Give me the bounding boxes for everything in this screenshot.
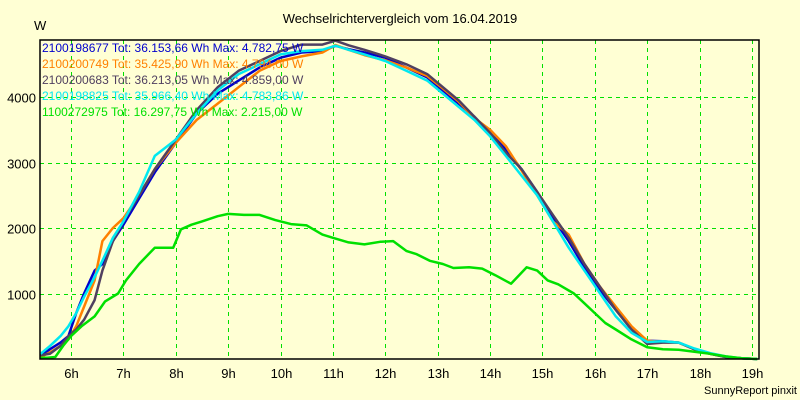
footer-credit: SunnyReport pinxit xyxy=(704,385,797,397)
series-line-1100272975 xyxy=(40,212,758,361)
series-layer xyxy=(39,39,758,361)
x-tick-label: 13h xyxy=(428,366,450,381)
y-tick-label: 2000 xyxy=(7,222,36,237)
legend-entry: 2100198677 Tot: 36.153,66 Wh Max: 4.782,… xyxy=(42,41,304,55)
x-tick-label: 11h xyxy=(323,366,344,381)
x-tick-label: 6h xyxy=(64,366,78,381)
x-tick-label: 12h xyxy=(375,366,397,381)
x-tick-label: 9h xyxy=(221,366,235,381)
plot-frame xyxy=(39,39,760,360)
legend-entry: 2100200749 Tot: 35.425,90 Wh Max: 4.794,… xyxy=(42,57,304,71)
x-tick-label: 14h xyxy=(480,366,502,381)
x-tick-label: 15h xyxy=(532,366,554,381)
legend-entry: 1100272975 Tot: 16.297,75 Wh Max: 2.215,… xyxy=(42,105,303,119)
legend-entry: 2100200683 Tot: 36.213,05 Wh Max: 4.859,… xyxy=(42,73,304,87)
x-tick-label: 7h xyxy=(116,366,130,381)
y-axis-label: W xyxy=(34,18,47,33)
y-tick-label: 4000 xyxy=(7,91,36,106)
x-tick-label: 17h xyxy=(637,366,659,381)
legend-entry: 2100198825 Tot: 35.966,40 Wh Max: 4.783,… xyxy=(42,89,304,103)
x-tick-label: 18h xyxy=(690,366,712,381)
chart-title: Wechselrichtervergleich vom 16.04.2019 xyxy=(283,11,518,26)
x-tick-label: 16h xyxy=(585,366,607,381)
legend: 2100198677 Tot: 36.153,66 Wh Max: 4.782,… xyxy=(42,41,304,119)
x-tick-label: 10h xyxy=(271,366,293,381)
x-tick-label: 8h xyxy=(169,366,183,381)
y-tick-label: 3000 xyxy=(7,157,36,172)
x-tick-label: 19h xyxy=(742,366,764,381)
y-axis-ticks: 1000 2000 3000 4000 xyxy=(7,91,36,303)
y-tick-label: 1000 xyxy=(7,288,36,303)
series-line-2100200683 xyxy=(40,39,758,361)
series-line-2100198825 xyxy=(39,44,758,361)
grid xyxy=(40,40,759,359)
x-axis-ticks: 6h 7h 8h 9h 10h 11h 12h 13h 14h 15h 16h 17h 18h 19h xyxy=(64,366,763,381)
